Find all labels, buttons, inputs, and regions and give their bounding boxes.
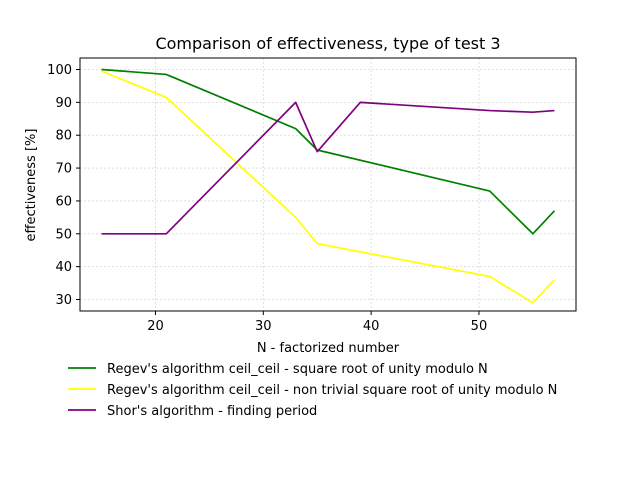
- y-tick-label: 100: [47, 63, 72, 78]
- y-tick-label: 80: [55, 129, 72, 144]
- legend-label-3: Shor's algorithm - finding period: [107, 404, 317, 419]
- series-line-3: [101, 101, 555, 235]
- chart-title: Comparison of effectiveness, type of tes…: [155, 34, 500, 53]
- x-axis-label: N - factorized number: [257, 341, 400, 356]
- axis-ticks: 20 30 40 50 30 40 50 60 70 80 90 100: [47, 63, 487, 334]
- x-tick-label: 50: [471, 319, 488, 334]
- y-tick-label: 90: [55, 96, 72, 111]
- y-tick-label: 30: [55, 293, 72, 308]
- series-line-2: [101, 70, 556, 304]
- y-tick-label: 40: [55, 260, 72, 275]
- series-lines: [101, 68, 556, 304]
- series-line-1: [101, 68, 556, 235]
- x-tick-label: 30: [255, 319, 272, 334]
- legend: Regev's algorithm ceil_ceil - square roo…: [68, 362, 557, 419]
- y-tick-label: 50: [55, 227, 72, 242]
- x-tick-label: 40: [363, 319, 380, 334]
- legend-label-2: Regev's algorithm ceil_ceil - non trivia…: [107, 383, 557, 398]
- grid: [80, 58, 576, 311]
- y-axis-label: effectiveness [%]: [24, 129, 39, 242]
- y-tick-label: 60: [55, 194, 72, 209]
- x-tick-label: 20: [147, 319, 164, 334]
- plot-frame: [79, 57, 577, 312]
- y-tick-label: 70: [55, 162, 72, 177]
- legend-label-1: Regev's algorithm ceil_ceil - square roo…: [107, 362, 488, 377]
